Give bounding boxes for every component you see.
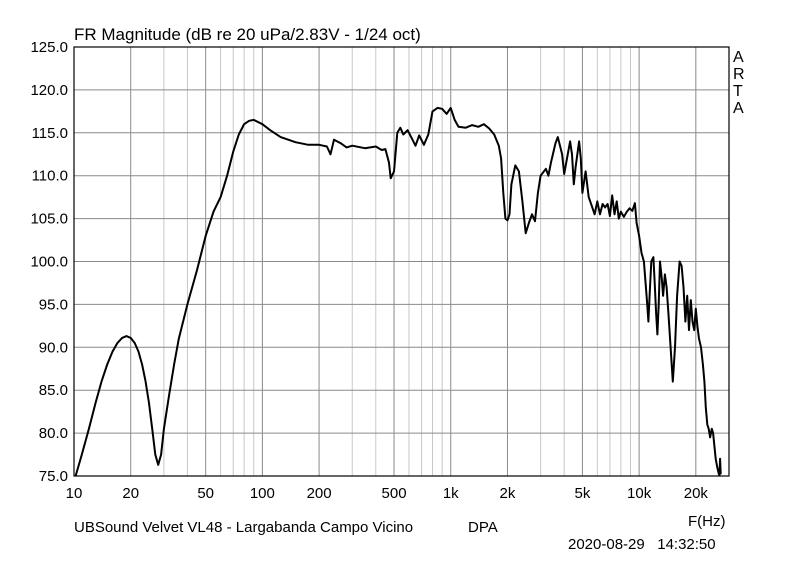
magnitude-curve	[74, 106, 722, 477]
brand-letter: A	[733, 49, 744, 66]
brand-letter: A	[733, 100, 744, 117]
timestamp: 2020-08-29 14:32:50	[568, 536, 716, 553]
caption-left: UBSound Velvet VL48 - Largabanda Campo V…	[74, 519, 413, 536]
x-tick-label: 10	[66, 485, 83, 502]
x-tick-label: 500	[382, 485, 407, 502]
x-tick-label: 1k	[443, 485, 459, 502]
y-tick-label: 125.0	[30, 39, 68, 56]
y-tick-label: 105.0	[30, 211, 68, 228]
x-tick-label: 100	[250, 485, 275, 502]
brand-letter: R	[733, 66, 745, 83]
x-tick-label: 10k	[627, 485, 652, 502]
x-tick-label: 20k	[684, 485, 709, 502]
y-tick-label: 120.0	[30, 82, 68, 99]
y-tick-label: 75.0	[39, 468, 68, 485]
x-tick-label: 2k	[500, 485, 516, 502]
y-tick-label: 100.0	[30, 254, 68, 271]
y-tick-label: 90.0	[39, 339, 68, 356]
arta-brand: A R T A	[733, 49, 745, 117]
y-tick-label: 85.0	[39, 382, 68, 399]
y-tick-label: 115.0	[32, 125, 68, 142]
y-axis-ticks: 125.0 120.0 115.0 110.0 105.0 100.0 95.0 90.0 85…	[30, 39, 68, 485]
x-tick-label: 5k	[574, 485, 590, 502]
x-axis-label: F(Hz)	[688, 513, 726, 530]
y-tick-label: 80.0	[39, 425, 68, 442]
chart-title: FR Magnitude (dB re 20 uPa/2.83V - 1/24 …	[74, 25, 421, 44]
plot-frame	[73, 46, 730, 477]
y-tick-label: 110.0	[32, 168, 68, 185]
y-tick-label: 95.0	[39, 296, 68, 313]
caption-mid: DPA	[468, 519, 498, 536]
x-tick-label: 200	[307, 485, 332, 502]
x-tick-label: 50	[197, 485, 214, 502]
x-axis-ticks: 10 20 50 100 200 500 1k 2k 5k 10k 20k	[66, 485, 709, 502]
brand-letter: T	[733, 83, 743, 100]
x-tick-label: 20	[122, 485, 139, 502]
